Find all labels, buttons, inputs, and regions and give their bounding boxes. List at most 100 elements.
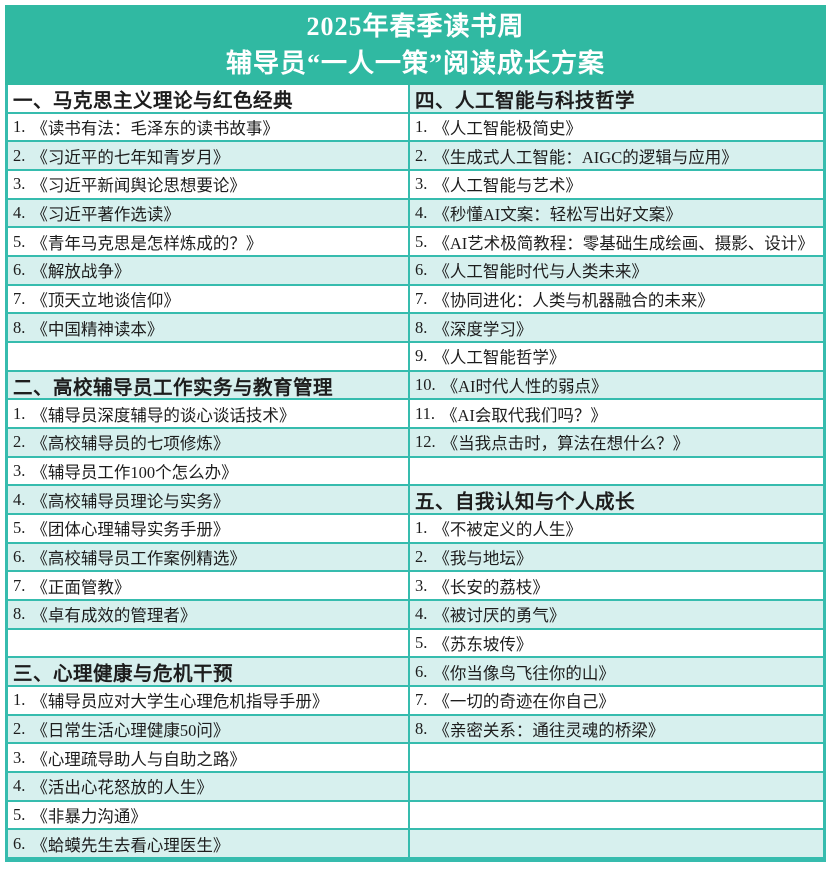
empty-row (410, 744, 823, 774)
book-item-row: 2. 《习近平的七年知青岁月》 (8, 142, 408, 172)
book-title: 《活出心花怒放的人生》 (31, 778, 213, 798)
item-number: 1. (13, 403, 26, 423)
empty-row (410, 830, 823, 858)
book-item-row: 10. 《AI时代人性的弱点》 (410, 371, 823, 401)
column-right: 四、人工智能与科技哲学 1. 《人工智能极简史》 2. 《生成式人工智能：AIGC的逻辑… (408, 85, 823, 858)
book-title: 《中国精神读本》 (31, 319, 164, 339)
item-number: 4. (415, 604, 428, 624)
book-title: 《协同进化：人类与机器融合的未来》 (433, 291, 714, 311)
item-number: 4. (13, 776, 26, 796)
book-title: 《习近平新闻舆论思想要论》 (31, 176, 246, 196)
item-number: 3. (13, 461, 26, 481)
book-item-row: 8. 《卓有成效的管理者》 (8, 601, 408, 630)
book-title: 《辅导员应对大学生心理危机指导手册》 (31, 692, 329, 712)
book-item-row: 2. 《我与地坛》 (410, 543, 823, 573)
book-title: 《解放战争》 (31, 262, 131, 282)
item-number: 6. (13, 833, 26, 853)
book-title: 《一切的奇迹在你自己》 (433, 692, 615, 712)
book-title: 《习近平的七年知青岁月》 (31, 147, 230, 167)
item-number: 10. (415, 375, 436, 395)
item-number: 8. (13, 317, 26, 337)
book-item-row: 1. 《不被定义的人生》 (410, 515, 823, 544)
book-item-row: 6. 《蛤蟆先生去看心理医生》 (8, 830, 408, 858)
book-item-row: 3. 《辅导员工作100个怎么办》 (8, 457, 408, 487)
book-item-row: 4. 《活出心花怒放的人生》 (8, 773, 408, 802)
item-number: 2. (415, 145, 428, 165)
section-header-row: 五、自我认知与个人成长 (410, 486, 823, 516)
book-item-row: 6. 《你当像鸟飞往你的山》 (410, 658, 823, 688)
book-item-row: 7. 《顶天立地谈信仰》 (8, 285, 408, 315)
book-title: 《人工智能哲学》 (433, 348, 566, 368)
book-title: 《AI时代人性的弱点》 (441, 377, 608, 397)
book-title: 《人工智能与艺术》 (433, 176, 582, 196)
book-item-row: 4. 《高校辅导员理论与实务》 (8, 486, 408, 516)
book-item-row: 5. 《团体心理辅导实务手册》 (8, 515, 408, 544)
item-number: 6. (13, 260, 26, 280)
book-item-row: 3. 《心理疏导助人与自助之路》 (8, 744, 408, 774)
book-item-row: 1. 《读书有法：毛泽东的读书故事》 (8, 113, 408, 143)
item-number: 7. (13, 289, 26, 309)
book-item-row: 2. 《日常生活心理健康50问》 (8, 715, 408, 745)
book-title: 《高校辅导员的七项修炼》 (31, 434, 230, 454)
book-title: 《你当像鸟飞往你的山》 (433, 663, 615, 683)
item-number: 5. (13, 805, 26, 825)
book-title: 《非暴力沟通》 (31, 807, 147, 827)
book-title: 《深度学习》 (433, 319, 533, 339)
book-title: 《团体心理辅导实务手册》 (31, 520, 230, 540)
book-title: 《高校辅导员理论与实务》 (31, 491, 230, 511)
book-item-row: 7. 《协同进化：人类与机器融合的未来》 (410, 285, 823, 315)
book-title: 《习近平著作选读》 (31, 205, 180, 225)
book-item-row: 9. 《人工智能哲学》 (410, 343, 823, 372)
book-item-row: 6. 《人工智能时代与人类未来》 (410, 257, 823, 286)
item-number: 2. (415, 547, 428, 567)
book-title: 《被讨厌的勇气》 (433, 606, 566, 626)
book-item-row: 5. 《AI艺术极简教程：零基础生成绘画、摄影、设计》 (410, 228, 823, 258)
section-header-row: 一、马克思主义理论与红色经典 (8, 85, 408, 114)
book-title: 《辅导员工作100个怎么办》 (31, 463, 238, 483)
book-item-row: 3. 《长安的荔枝》 (410, 572, 823, 602)
book-title: 《正面管教》 (31, 577, 131, 597)
book-title: 《苏东坡传》 (433, 635, 533, 655)
book-title: 《心理疏导助人与自助之路》 (31, 749, 246, 769)
book-item-row: 8. 《亲密关系：通往灵魂的桥梁》 (410, 715, 823, 745)
book-title: 《顶天立地谈信仰》 (31, 291, 180, 311)
book-title: 《读书有法：毛泽东的读书故事》 (31, 119, 279, 138)
book-table: 一、马克思主义理论与红色经典 1. 《读书有法：毛泽东的读书故事》 2. 《习近平的七年… (5, 85, 826, 862)
item-number: 3. (415, 174, 428, 194)
item-number: 7. (415, 289, 428, 309)
book-title: 《亲密关系：通往灵魂的桥梁》 (433, 721, 665, 741)
book-title: 《人工智能极简史》 (433, 119, 582, 138)
item-number: 5. (415, 633, 428, 653)
empty-row (410, 457, 823, 487)
book-item-row: 1. 《人工智能极简史》 (410, 113, 823, 143)
page-title-line1: 2025年春季读书周 (306, 11, 525, 41)
book-item-row: 2. 《生成式人工智能：AIGC的逻辑与应用》 (410, 142, 823, 172)
book-title: 《生成式人工智能：AIGC的逻辑与应用》 (433, 147, 738, 167)
book-title: 《长安的荔枝》 (433, 577, 549, 597)
item-number: 3. (13, 174, 26, 194)
book-item-row: 7. 《一切的奇迹在你自己》 (410, 687, 823, 716)
book-item-row: 4. 《秒懂AI文案：轻松写出好文案》 (410, 199, 823, 229)
item-number: 8. (415, 317, 428, 337)
item-number: 9. (415, 346, 428, 366)
book-item-row: 8. 《中国精神读本》 (8, 314, 408, 344)
item-number: 4. (13, 489, 26, 509)
item-number: 2. (13, 432, 26, 452)
banner: 2025年春季读书周 辅导员“一人一策”阅读成长方案 (5, 5, 826, 85)
item-number: 3. (415, 575, 428, 595)
book-item-row: 12. 《当我点击时，算法在想什么？》 (410, 429, 823, 458)
section-header-row: 四、人工智能与科技哲学 (410, 85, 823, 114)
item-number: 2. (13, 719, 26, 739)
empty-row (8, 629, 408, 659)
item-number: 8. (13, 604, 26, 624)
book-title: 《我与地坛》 (433, 549, 533, 569)
book-item-row: 8. 《深度学习》 (410, 314, 823, 344)
item-number: 11. (415, 403, 436, 423)
book-item-row: 3. 《习近平新闻舆论思想要论》 (8, 171, 408, 200)
page-title-line2: 辅导员“一人一策”阅读成长方案 (225, 48, 605, 78)
item-number: 1. (415, 117, 428, 136)
item-number: 1. (415, 518, 428, 538)
empty-row (8, 343, 408, 372)
book-item-row: 4. 《习近平著作选读》 (8, 199, 408, 229)
